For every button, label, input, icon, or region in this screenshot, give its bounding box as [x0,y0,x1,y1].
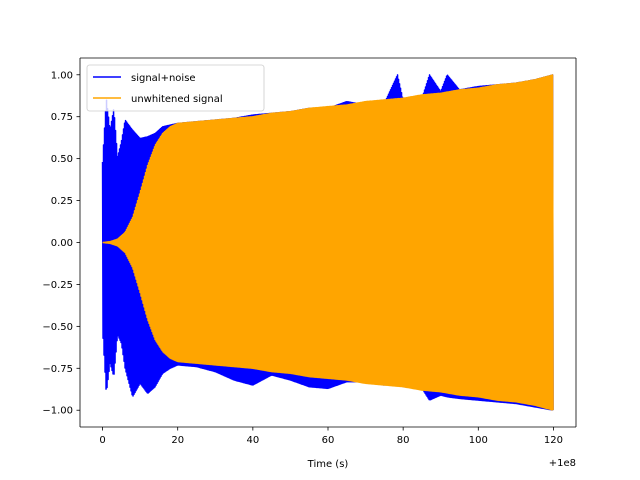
x-axis-offset-label: +1e8 [549,458,576,469]
x-tick-label-5: 100 [469,435,488,446]
y-tick-label-8: 1.00 [51,70,73,81]
legend: signal+noise unwhitened signal [86,64,265,112]
legend-label-1: unwhitened signal [131,94,223,105]
plot-area [101,74,554,411]
legend-label-0: signal+noise [131,73,196,84]
x-tick-label-0: 0 [99,435,105,446]
y-tick-label-0: −1.00 [42,406,73,417]
x-tick-label-4: 80 [397,435,410,446]
y-tick-label-7: 0.75 [51,112,73,123]
y-tick-label-4: 0.00 [51,238,73,249]
y-tick-label-2: −0.50 [42,322,73,333]
x-tick-label-2: 40 [246,435,259,446]
y-tick-label-3: −0.25 [42,280,73,291]
x-tick-label-3: 60 [322,435,335,446]
y-tick-label-5: 0.25 [51,196,73,207]
x-axis-label: Time (s) [307,459,349,470]
axes: 0 20 40 60 80 100 120 −1.00 −0.75 −0.50 −0.25 0.00 0… [42,57,577,446]
x-tick-label-1: 20 [171,435,184,446]
y-tick-label-1: −0.75 [42,364,73,375]
legend-box [86,64,265,112]
x-tick-label-6: 120 [544,435,563,446]
series-line-unwhitened-signal [102,74,554,411]
y-tick-label-6: 0.50 [51,154,73,165]
